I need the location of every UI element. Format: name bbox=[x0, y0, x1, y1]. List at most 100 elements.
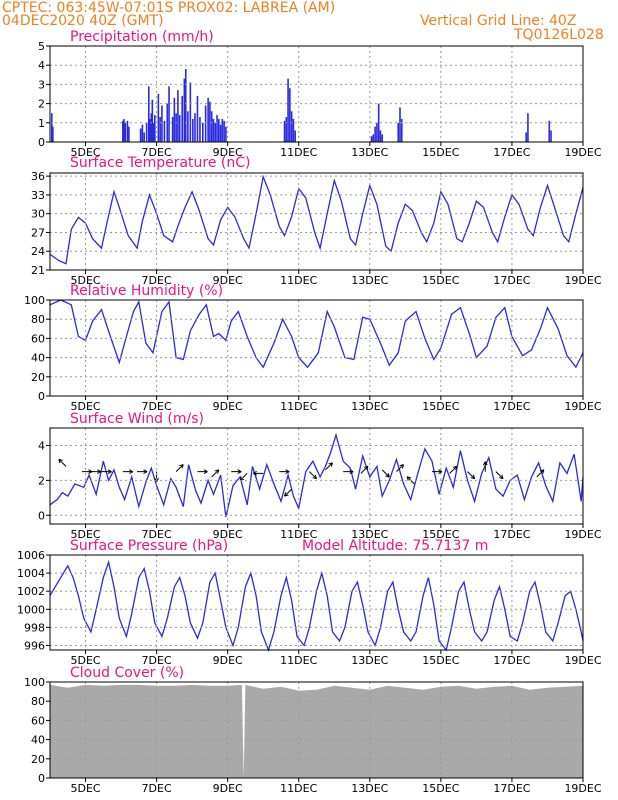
pres-xtick-label: 19DEC bbox=[564, 654, 601, 667]
wind-vector-head bbox=[482, 461, 486, 466]
wind-vector-head bbox=[179, 464, 184, 467]
wind-vector-head bbox=[129, 471, 134, 474]
wind-vector-head bbox=[399, 464, 404, 467]
precip-bar bbox=[217, 118, 220, 142]
precip-bar bbox=[210, 111, 213, 142]
wind-vector-head bbox=[366, 466, 369, 471]
rh-xtick-label: 19DEC bbox=[564, 400, 601, 413]
wind-vector-head bbox=[539, 469, 545, 472]
wind-vector-head bbox=[472, 474, 476, 479]
precip-bar bbox=[159, 117, 161, 142]
precip-bar bbox=[194, 113, 196, 142]
precip-bar bbox=[289, 88, 291, 142]
pres-frame bbox=[49, 554, 584, 651]
precip-ytick-label: 2 bbox=[38, 98, 45, 111]
wind-vector bbox=[58, 458, 67, 467]
temp-line bbox=[49, 174, 584, 265]
wind-vector bbox=[536, 469, 545, 478]
wind-vector-head bbox=[285, 471, 290, 474]
wind-vector-head bbox=[499, 477, 504, 480]
pres-panel: 996 998 1000 1002 1004 1006 5DEC 7DEC 9DEC 11DEC 1… bbox=[17, 549, 602, 667]
wind-vector-head bbox=[328, 462, 333, 465]
cloud-xtick-label: 7DEC bbox=[142, 782, 172, 795]
precip-bar bbox=[168, 86, 170, 142]
precip-bar bbox=[145, 122, 148, 142]
precip-panel: 0 1 2 3 4 5 5DEC 7DEC 9DEC 11DEC 13DEC 15DEC 17DEC 19… bbox=[38, 40, 602, 159]
temp-xtick-label: 9DEC bbox=[213, 274, 243, 287]
wind-vector-head bbox=[181, 464, 184, 469]
pres-xtick-label: 11DEC bbox=[280, 654, 317, 667]
precip-bar bbox=[219, 124, 222, 142]
wind-vector bbox=[325, 462, 333, 471]
temp-xtick-label: 11DEC bbox=[280, 274, 317, 287]
precip-xtick-label: 9DEC bbox=[213, 146, 243, 159]
wind-vector-head bbox=[438, 469, 443, 473]
temp-xtick-label: 17DEC bbox=[493, 274, 530, 287]
precip-ytick-label: 1 bbox=[38, 117, 45, 130]
precip-ytick-label: 3 bbox=[38, 78, 45, 91]
precip-bar bbox=[171, 117, 174, 142]
precip-bar bbox=[166, 103, 169, 142]
temp-panel: 21 24 27 30 33 36 5DEC 7DEC 9DEC 11DEC 13DEC 15DEC 1… bbox=[31, 170, 602, 287]
wind-title: Surface Wind (m/s) bbox=[70, 411, 204, 427]
wind-vector-head bbox=[284, 492, 287, 497]
wind-line bbox=[49, 432, 584, 518]
wind-vector-head bbox=[203, 469, 208, 473]
precip-bar bbox=[163, 120, 166, 142]
cloud-xtick-label: 13DEC bbox=[351, 782, 388, 795]
wind-vector-head bbox=[285, 469, 290, 473]
temp-xtick-label: 13DEC bbox=[351, 274, 388, 287]
precip-xtick-label: 17DEC bbox=[493, 146, 530, 159]
precip-bar bbox=[175, 113, 177, 142]
wind-vector-head bbox=[314, 474, 317, 479]
wind-vector-head bbox=[252, 472, 257, 476]
rh-xtick-label: 7DEC bbox=[142, 400, 172, 413]
precip-bar bbox=[285, 117, 288, 142]
wind-vector-head bbox=[239, 476, 242, 481]
wind-xtick-label: 17DEC bbox=[493, 528, 530, 541]
precip-xtick-label: 11DEC bbox=[280, 146, 317, 159]
rh-frame bbox=[49, 299, 584, 397]
precip-xtick-label: 13DEC bbox=[351, 146, 388, 159]
wind-vector-head bbox=[312, 477, 317, 480]
wind-xtick-label: 15DEC bbox=[422, 528, 459, 541]
wind-vector-head bbox=[407, 476, 412, 479]
precip-bar bbox=[126, 120, 129, 142]
pres-xtick-label: 9DEC bbox=[213, 654, 243, 667]
cloud-xtick-label: 5DEC bbox=[70, 782, 100, 795]
pres-xtick-label: 13DEC bbox=[351, 654, 388, 667]
wind-vector-head bbox=[349, 469, 354, 473]
precip-bar bbox=[216, 115, 218, 142]
precip-bar bbox=[287, 78, 289, 142]
temp-ytick-label: 24 bbox=[31, 245, 45, 258]
wind-vector-head bbox=[470, 477, 475, 480]
wind-vector bbox=[360, 465, 369, 474]
precip-bar bbox=[204, 105, 207, 142]
pres-xtick-label: 7DEC bbox=[142, 654, 172, 667]
wind-vector-head bbox=[387, 472, 390, 478]
wind-vector-head bbox=[501, 474, 504, 479]
precip-bar bbox=[173, 97, 176, 142]
temp-ytick-label: 30 bbox=[31, 208, 45, 221]
wind-vector bbox=[309, 471, 317, 480]
wind-vector-head bbox=[107, 469, 112, 473]
precip-bar bbox=[183, 78, 186, 142]
wind-vector-head bbox=[156, 477, 159, 482]
wind-xtick-label: 13DEC bbox=[351, 528, 388, 541]
rh-ytick-label: 80 bbox=[31, 313, 45, 326]
wind-vector-head bbox=[58, 459, 61, 464]
wind-vector-head bbox=[237, 471, 242, 474]
wind-vector-head bbox=[252, 471, 257, 474]
wind-vector bbox=[396, 464, 404, 472]
cloud-ytick-label: 60 bbox=[31, 714, 45, 727]
precip-bar bbox=[290, 111, 293, 142]
wind-vector-head bbox=[438, 471, 443, 474]
wind-xtick-label: 9DEC bbox=[213, 528, 243, 541]
precip-bar bbox=[128, 126, 130, 142]
precip-bar bbox=[181, 95, 183, 142]
precip-bar bbox=[212, 118, 215, 142]
precip-bar bbox=[143, 132, 145, 142]
temp-title: Surface Temperature (nC) bbox=[70, 155, 251, 171]
pres-ytick-label: 1002 bbox=[17, 585, 45, 598]
precip-xtick-label: 7DEC bbox=[142, 146, 172, 159]
